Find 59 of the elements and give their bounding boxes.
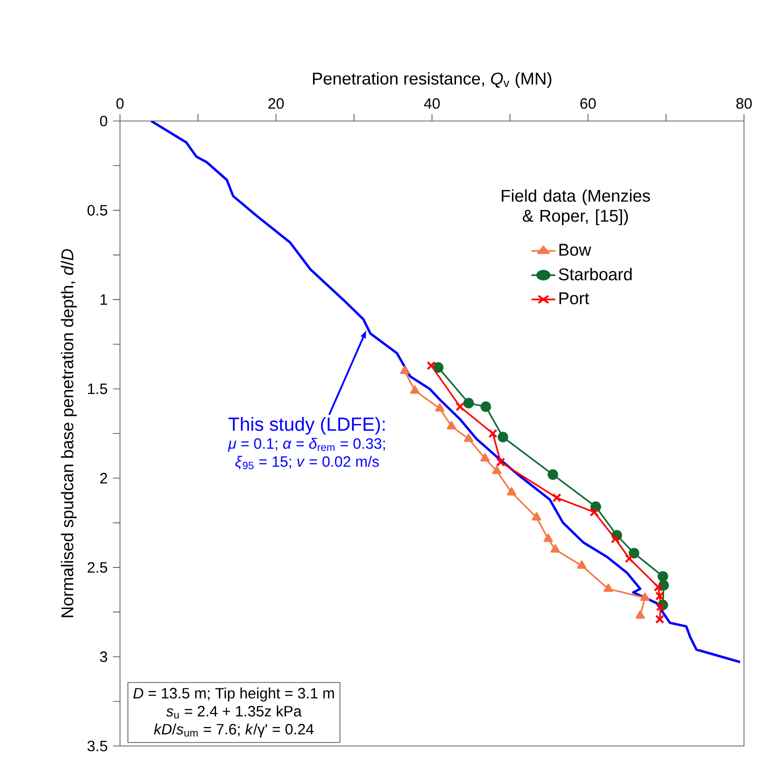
- point: [435, 403, 444, 412]
- legend-label: Starboard: [558, 268, 632, 280]
- annotation: kD/s$_{um}$ = 7.6; k/γ' = 0.24: [154, 724, 314, 738]
- point: [463, 398, 474, 408]
- point: [480, 453, 490, 462]
- point: [426, 361, 436, 370]
- x-axis-title: Penetration resistance, Q$_{v}$ (MN): [313, 72, 552, 88]
- point: [655, 614, 664, 624]
- point: [446, 421, 456, 430]
- y-tick-label: 2.5: [88, 562, 108, 573]
- point: [590, 508, 599, 517]
- point: [624, 554, 634, 564]
- y-tick-label: 0.5: [88, 204, 108, 216]
- point: [400, 366, 410, 374]
- point: [658, 571, 668, 582]
- annotation: μ = 0.1; α = δ$_{rem}$ = 0.33;: [228, 438, 385, 452]
- point: [604, 584, 613, 592]
- point: [548, 469, 558, 480]
- point: [456, 402, 465, 412]
- legend-title: Field data (Menzies & Roper, [15]): [502, 189, 650, 226]
- annotation: D = 13.5 m; Tip height = 3.1 m: [133, 688, 334, 702]
- point: [640, 592, 650, 601]
- point: [532, 512, 542, 520]
- annotation: ξ$_{95}$ = 15; v = 0.02 m/s: [235, 456, 379, 470]
- y-tick-label: 2: [100, 472, 108, 484]
- point: [636, 610, 645, 619]
- point: [410, 385, 420, 394]
- point: [577, 560, 586, 569]
- legend-label: Bow: [559, 244, 592, 256]
- point: [488, 428, 498, 438]
- point: [656, 602, 666, 612]
- point: [628, 548, 640, 558]
- point: [654, 582, 663, 592]
- y-tick-label: 0: [100, 116, 108, 126]
- point: [496, 458, 506, 467]
- y-tick-label: 3.5: [88, 740, 108, 752]
- y-tick-label: 3: [100, 651, 108, 662]
- x-tick-label: 0: [116, 98, 124, 109]
- point: [544, 534, 553, 542]
- point: [492, 466, 502, 474]
- annotation: s$_{u}$ = 2.4 + 1.35z kPa: [166, 706, 302, 719]
- point: [506, 487, 516, 496]
- y-tick-label: 1: [100, 294, 108, 305]
- point: [655, 591, 664, 601]
- x-tick-label: 40: [424, 98, 440, 109]
- x-tick-label: 60: [580, 98, 596, 109]
- point: [432, 362, 444, 373]
- point: [498, 432, 508, 442]
- point: [480, 401, 492, 412]
- x-tick-label: 20: [268, 98, 284, 109]
- annotation: This study (LDFE):: [228, 416, 385, 435]
- point: [464, 434, 474, 442]
- point: [610, 534, 620, 544]
- point: [552, 493, 562, 502]
- y-tick-label: 1.5: [88, 384, 108, 394]
- line-series: [150, 121, 742, 664]
- legend-label: Port: [559, 292, 590, 304]
- x-tick-label: 80: [736, 98, 752, 109]
- point: [550, 544, 560, 553]
